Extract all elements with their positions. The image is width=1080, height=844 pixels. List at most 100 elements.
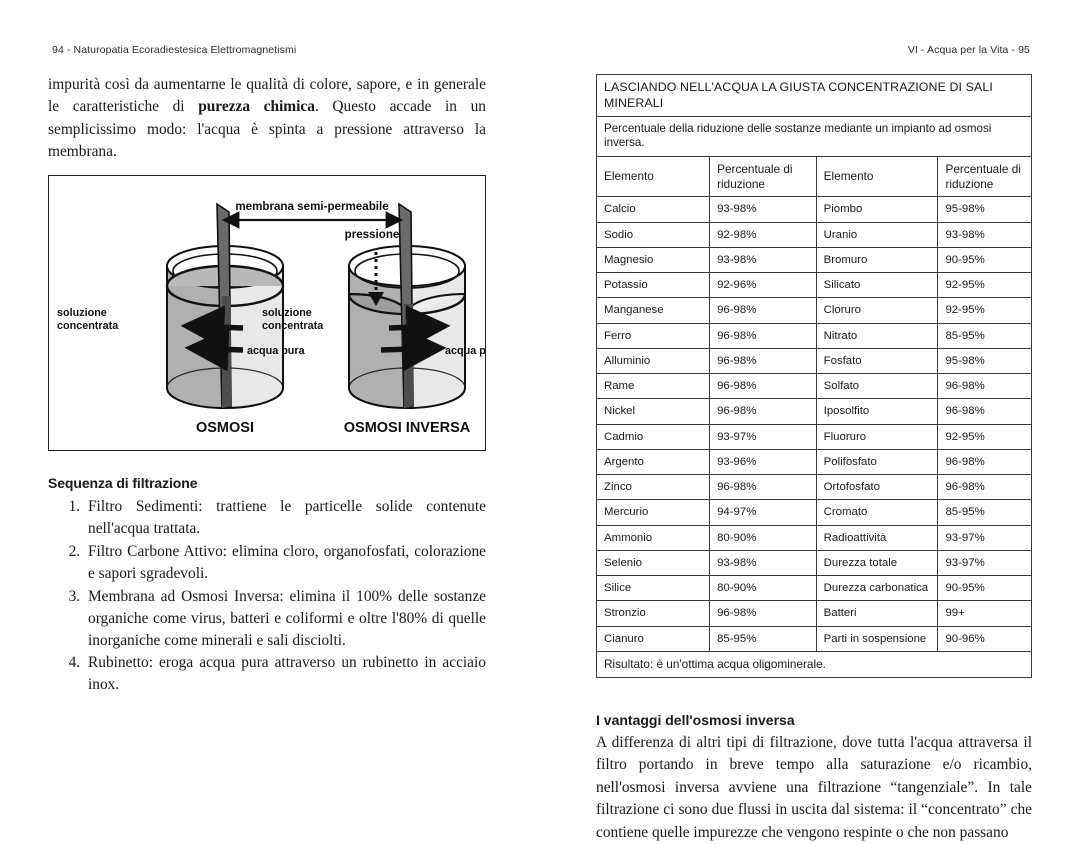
cell-percent-right: 93-97% bbox=[937, 524, 1032, 551]
cell-element-right: Cloruro bbox=[815, 297, 939, 324]
cell-percent-left: 93-96% bbox=[709, 448, 817, 476]
right-page-column: LASCIANDO NELL'ACQUA LA GIUSTA CONCENTRA… bbox=[595, 74, 1032, 844]
filtration-sequence-list: Filtro Sedimenti: trattiene le particell… bbox=[48, 496, 486, 696]
cell-element-right: Ortofosfato bbox=[815, 474, 939, 501]
intro-paragraph: impurità così da aumentarne le qualità d… bbox=[48, 74, 486, 163]
cell-element-left: Mercurio bbox=[595, 499, 711, 526]
minerals-reduction-table: LASCIANDO NELL'ACQUA LA GIUSTA CONCENTRA… bbox=[595, 74, 1032, 678]
solution-label-right-line2: concentrata bbox=[262, 320, 324, 332]
table-row: Sodio 92-98% Uranio 93-98% bbox=[595, 221, 1032, 248]
cell-element-right: Durezza carbonatica bbox=[815, 575, 939, 602]
cell-percent-right: 92-95% bbox=[937, 297, 1032, 324]
table-row: Selenio 93-98% Durezza totale 93-97% bbox=[595, 549, 1032, 577]
cell-percent-left: 80-90% bbox=[709, 575, 817, 602]
list-item: Filtro Carbone Attivo: elimina cloro, or… bbox=[84, 541, 486, 585]
table-row: Zinco 96-98% Ortofosfato 96-98% bbox=[595, 474, 1032, 501]
cell-element-right: Iposolfito bbox=[815, 398, 939, 425]
cell-element-left: Ferro bbox=[595, 322, 711, 349]
intro-text-part1: impurità così da aumentarne le qualità d… bbox=[48, 76, 486, 116]
cell-element-left: Cianuro bbox=[595, 625, 711, 652]
cell-percent-left: 96-98% bbox=[709, 398, 817, 425]
table-row: Potassio 92-96% Silicato 92-95% bbox=[595, 272, 1032, 299]
cell-percent-right: 99+ bbox=[937, 600, 1032, 627]
table-title: LASCIANDO NELL'ACQUA LA GIUSTA CONCENTRA… bbox=[596, 74, 1032, 117]
table-result-footer: Risultato: è un'ottima acqua oligominera… bbox=[596, 650, 1032, 678]
cell-element-left: Cadmio bbox=[595, 423, 711, 450]
list-item: Membrana ad Osmosi Inversa: elimina il 1… bbox=[84, 586, 486, 652]
cell-element-left: Silice bbox=[595, 575, 711, 602]
advantages-heading: I vantaggi dell'osmosi inversa bbox=[596, 711, 795, 728]
table-row: Calcio 93-98% Piombo 95-98% bbox=[595, 196, 1032, 223]
cell-percent-left: 93-98% bbox=[709, 549, 817, 577]
advantages-paragraph: A differenza di altri tipi di filtrazion… bbox=[596, 733, 1032, 841]
cell-element-right: Solfato bbox=[815, 373, 939, 400]
cell-percent-right: 85-95% bbox=[937, 322, 1032, 349]
list-item: Filtro Sedimenti: trattiene le particell… bbox=[84, 496, 486, 540]
flow-arrows-right bbox=[380, 305, 451, 372]
cell-percent-right: 92-95% bbox=[937, 423, 1032, 450]
cell-percent-right: 95-98% bbox=[937, 347, 1032, 375]
cell-percent-left: 96-98% bbox=[709, 322, 817, 349]
cell-percent-left: 94-97% bbox=[709, 499, 817, 526]
cell-element-left: Sodio bbox=[595, 221, 711, 248]
membrane-label: membrana semi-permeabile bbox=[235, 200, 389, 213]
osmosis-left-beaker bbox=[165, 202, 285, 410]
cell-percent-left: 92-96% bbox=[709, 272, 817, 299]
table-header-row: Elemento Percentuale di riduzione Elemen… bbox=[595, 155, 1032, 198]
caption-osmosi-inversa: OSMOSI INVERSA bbox=[344, 420, 471, 436]
table-row: Ammonio 80-90% Radioattività 93-97% bbox=[595, 524, 1032, 551]
cell-percent-right: 93-97% bbox=[937, 549, 1032, 577]
cell-element-left: Potassio bbox=[595, 272, 711, 299]
table-subtitle: Percentuale della riduzione delle sostan… bbox=[596, 116, 1032, 157]
intro-text-bold: purezza chimica bbox=[198, 98, 315, 116]
cell-element-right: Bromuro bbox=[815, 246, 939, 274]
cell-percent-left: 93-98% bbox=[709, 246, 817, 274]
pure-water-label-left: acqua pura bbox=[247, 345, 306, 357]
cell-percent-right: 96-98% bbox=[937, 373, 1032, 400]
cell-percent-right: 90-96% bbox=[937, 625, 1032, 652]
cell-element-left: Selenio bbox=[595, 549, 711, 577]
cell-element-left: Calcio bbox=[595, 196, 711, 223]
cell-percent-right: 85-95% bbox=[937, 499, 1032, 526]
table-title-row: LASCIANDO NELL'ACQUA LA GIUSTA CONCENTRA… bbox=[596, 74, 1032, 117]
table-subtitle-row: Percentuale della riduzione delle sostan… bbox=[596, 116, 1032, 157]
cell-element-right: Radioattività bbox=[815, 524, 939, 551]
pure-water-label-right: acqua pura bbox=[445, 345, 485, 357]
flow-arrows-left bbox=[180, 305, 244, 372]
cell-percent-left: 85-95% bbox=[709, 625, 817, 652]
cell-percent-right: 90-95% bbox=[937, 246, 1032, 274]
cell-percent-left: 96-98% bbox=[709, 373, 817, 400]
table-row: Ferro 96-98% Nitrato 85-95% bbox=[595, 322, 1032, 349]
pressure-arrow bbox=[368, 252, 384, 307]
cell-element-left: Rame bbox=[595, 373, 711, 400]
cell-percent-left: 93-98% bbox=[709, 196, 817, 223]
cell-element-right: Batteri bbox=[815, 600, 939, 627]
cell-element-right: Polifosfato bbox=[815, 448, 939, 476]
column-header-percentuale-1: Percentuale di riduzione bbox=[709, 155, 817, 198]
cell-percent-right: 96-98% bbox=[937, 398, 1032, 425]
cell-percent-right: 95-98% bbox=[937, 196, 1032, 223]
cell-percent-left: 93-97% bbox=[709, 423, 817, 450]
cell-element-right: Fluoruro bbox=[815, 423, 939, 450]
cell-element-left: Manganese bbox=[595, 297, 711, 324]
cell-element-right: Cromato bbox=[815, 499, 939, 526]
cell-percent-right: 93-98% bbox=[937, 221, 1032, 248]
column-header-percentuale-2: Percentuale di riduzione bbox=[937, 155, 1032, 198]
intro-text-part2: . Questo accade in un semplicissimo modo… bbox=[48, 98, 486, 160]
cell-element-right: Nitrato bbox=[815, 322, 939, 349]
table-row: Cianuro 85-95% Parti in sospensione 90-96% bbox=[595, 625, 1032, 652]
table-row: Manganese 96-98% Cloruro 92-95% bbox=[595, 297, 1032, 324]
osmosis-right-beaker bbox=[347, 202, 467, 410]
cell-element-left: Magnesio bbox=[595, 246, 711, 274]
caption-osmosi: OSMOSI bbox=[196, 420, 254, 436]
cell-percent-right: 90-95% bbox=[937, 575, 1032, 602]
table-row: Rame 96-98% Solfato 96-98% bbox=[595, 373, 1032, 400]
cell-percent-right: 92-95% bbox=[937, 272, 1032, 299]
cell-element-left: Ammonio bbox=[595, 524, 711, 551]
left-page-column: impurità così da aumentarne le qualità d… bbox=[48, 74, 486, 697]
cell-element-right: Fosfato bbox=[815, 347, 939, 375]
table-row: Magnesio 93-98% Bromuro 90-95% bbox=[595, 246, 1032, 274]
solution-label-right-line1: soluzione bbox=[262, 307, 312, 319]
pressure-label: pressione bbox=[345, 228, 400, 241]
column-header-elemento-1: Elemento bbox=[595, 155, 711, 198]
